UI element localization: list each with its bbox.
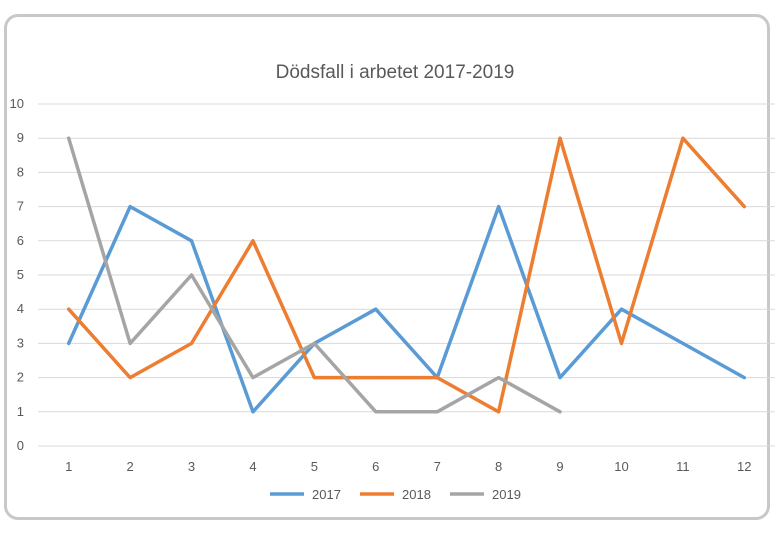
data-point-2019 [374, 410, 378, 414]
data-point-2019 [128, 341, 132, 345]
data-point-2019 [435, 410, 439, 414]
data-point-2017 [128, 205, 132, 209]
data-point-2017 [619, 307, 623, 311]
y-tick-label: 1 [17, 404, 24, 419]
data-point-2017 [374, 307, 378, 311]
x-tick-label: 7 [434, 459, 441, 474]
data-point-2019 [251, 376, 255, 380]
legend-label: 2017 [312, 487, 341, 502]
chart-frame [4, 14, 770, 520]
data-point-2018 [251, 239, 255, 243]
y-tick-label: 7 [17, 199, 24, 214]
data-point-2017 [67, 341, 71, 345]
legend-label: 2019 [492, 487, 521, 502]
data-point-2018 [742, 205, 746, 209]
data-point-2018 [435, 376, 439, 380]
data-point-2018 [681, 136, 685, 140]
x-tick-label: 11 [676, 459, 690, 474]
series-line-2018 [66, 136, 747, 414]
y-tick-label: 5 [17, 267, 24, 282]
gridlines [38, 103, 775, 447]
data-point-2017 [742, 376, 746, 380]
x-tick-label: 6 [372, 459, 379, 474]
legend-label: 2018 [402, 487, 431, 502]
y-axis-tick-labels: 0 1 2 3 4 5 6 7 8 9 10 [10, 96, 24, 453]
x-tick-label: 1 [65, 459, 72, 474]
y-tick-label: 3 [17, 335, 24, 350]
data-point-2018 [128, 376, 132, 380]
data-point-2018 [312, 376, 316, 380]
data-point-2018 [619, 341, 623, 345]
y-tick-label: 10 [10, 96, 24, 111]
y-tick-label: 9 [17, 130, 24, 145]
data-point-2017 [497, 205, 501, 209]
x-tick-label: 9 [556, 459, 563, 474]
x-tick-label: 3 [188, 459, 195, 474]
data-point-2018 [190, 341, 194, 345]
data-point-2018 [558, 136, 562, 140]
y-tick-label: 2 [17, 370, 24, 385]
data-point-2018 [67, 307, 71, 311]
data-point-2017 [558, 376, 562, 380]
y-tick-label: 6 [17, 233, 24, 248]
x-tick-label: 12 [737, 459, 751, 474]
y-tick-label: 0 [17, 438, 24, 453]
data-point-2019 [312, 341, 316, 345]
x-tick-label: 8 [495, 459, 502, 474]
data-point-2019 [497, 376, 501, 380]
legend: 2017 2018 2019 [270, 487, 521, 502]
x-axis-tick-labels: 1 2 3 4 5 6 7 8 9 10 11 12 [65, 459, 751, 474]
x-tick-label: 5 [311, 459, 318, 474]
data-point-2017 [681, 341, 685, 345]
chart-title: Dödsfall i arbetet 2017-2019 [276, 62, 515, 83]
data-point-2018 [374, 376, 378, 380]
y-tick-label: 4 [17, 301, 24, 316]
data-point-2017 [190, 239, 194, 243]
y-tick-label: 8 [17, 164, 24, 179]
series-lines [66, 136, 747, 414]
x-tick-label: 10 [614, 459, 628, 474]
data-point-2019 [67, 136, 71, 140]
data-point-2018 [497, 410, 501, 414]
x-tick-label: 2 [127, 459, 134, 474]
x-tick-label: 4 [249, 459, 256, 474]
data-point-2019 [558, 410, 562, 414]
data-point-2017 [251, 410, 255, 414]
data-point-2019 [190, 273, 194, 277]
